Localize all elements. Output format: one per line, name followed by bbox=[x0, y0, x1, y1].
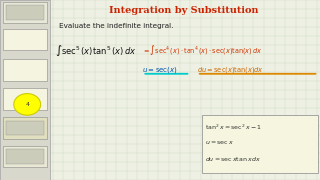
Ellipse shape bbox=[14, 94, 41, 115]
Bar bbox=[202, 115, 318, 173]
Bar bbox=[3, 117, 47, 139]
Text: Evaluate the indefinite integral.: Evaluate the indefinite integral. bbox=[59, 23, 173, 29]
Bar bbox=[3, 88, 47, 110]
Bar bbox=[0, 0, 50, 180]
Text: $du = \sec x\tan x\,dx$: $du = \sec x\tan x\,dx$ bbox=[205, 155, 261, 163]
Text: $u = \sec x$: $u = \sec x$ bbox=[205, 139, 234, 146]
Bar bbox=[3, 59, 47, 81]
Text: Integration by Substitution: Integration by Substitution bbox=[109, 6, 259, 15]
Text: $u=\sec(x)$: $u=\sec(x)$ bbox=[142, 65, 178, 75]
Bar bbox=[6, 121, 44, 135]
Text: $\int\sec^5(x)\tan^5(x)\,dx$: $\int\sec^5(x)\tan^5(x)\,dx$ bbox=[55, 43, 137, 58]
Bar bbox=[6, 5, 44, 20]
Bar bbox=[6, 149, 44, 164]
Text: $du=\sec(x)\tan(x)dx$: $du=\sec(x)\tan(x)dx$ bbox=[197, 65, 264, 75]
Bar bbox=[3, 146, 47, 167]
Text: 4: 4 bbox=[25, 102, 29, 107]
Text: $\tan^2 x = \sec^2 x - 1$: $\tan^2 x = \sec^2 x - 1$ bbox=[205, 122, 262, 132]
Bar bbox=[3, 2, 47, 23]
Bar bbox=[3, 29, 47, 50]
Text: $=\int\sec^4(x)\cdot\tan^4(x)\cdot\sec(x)\tan(x)\,dx$: $=\int\sec^4(x)\cdot\tan^4(x)\cdot\sec(x… bbox=[142, 43, 263, 57]
